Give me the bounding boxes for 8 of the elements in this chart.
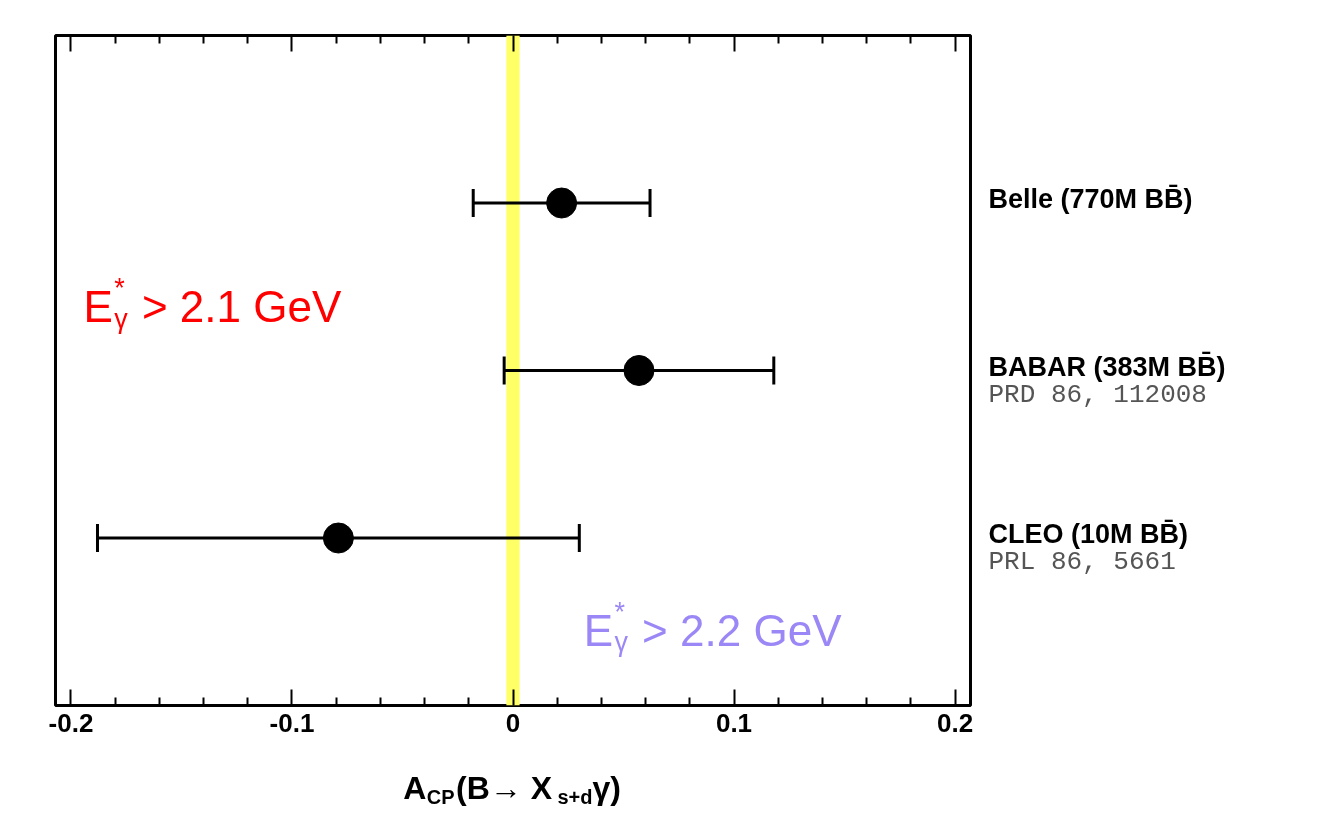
x-tick-label: 0.2	[936, 707, 974, 738]
x-tick-label: -0.1	[269, 707, 315, 738]
y-tick-label: Belle (770M BB̄)	[988, 183, 1193, 214]
y-tick-label: BABAR (383M BB̄)	[988, 351, 1226, 382]
x-tick-label: 0	[505, 707, 521, 738]
x-tick-label: 0.1	[715, 707, 753, 738]
x-tick-label: -0.2	[48, 707, 94, 738]
y-tick-label: CLEO (10M BB̄)	[988, 518, 1189, 549]
